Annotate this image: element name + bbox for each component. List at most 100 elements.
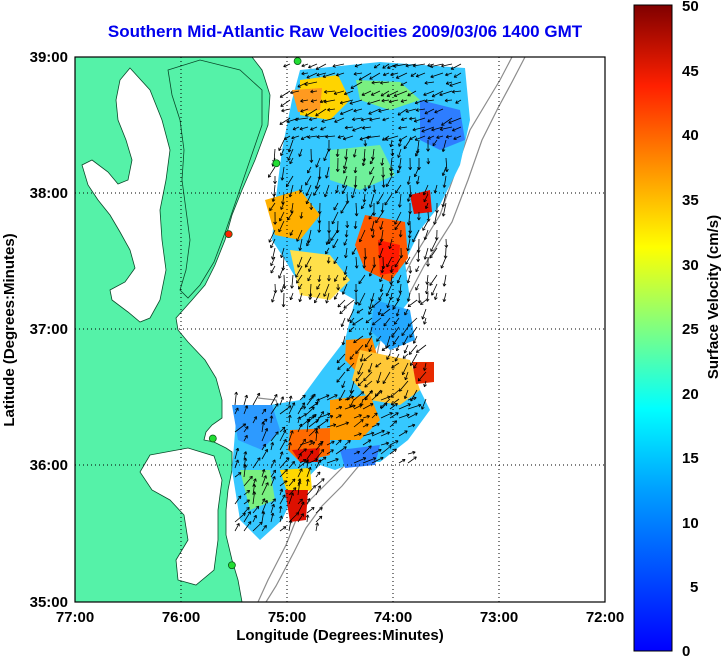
velocity-vector-head [424, 256, 428, 260]
velocity-vector [432, 139, 438, 147]
velocity-vector-head [434, 109, 437, 113]
velocity-vector-head [364, 188, 368, 192]
velocity-vector-head [290, 430, 293, 433]
velocity-vector [261, 498, 266, 505]
velocity-vector-head [407, 323, 410, 327]
velocity-vector [296, 229, 303, 242]
velocity-vector-head [346, 398, 350, 401]
velocity-vector-head [415, 74, 419, 77]
velocity-vector-head [354, 66, 359, 68]
velocity-vector-head [387, 396, 391, 400]
velocity-vector-head [421, 316, 423, 320]
velocity-vector-head [359, 358, 362, 362]
velocity-vector-head [236, 523, 240, 526]
velocity-vector-head [391, 365, 394, 369]
velocity-vector-head [399, 290, 403, 294]
velocity-vector-head [343, 305, 346, 309]
velocity-vector [310, 99, 318, 102]
velocity-vector-head [333, 208, 337, 211]
velocity-vector [351, 247, 357, 255]
velocity-vector [330, 229, 339, 241]
velocity-vector-head [310, 467, 312, 471]
velocity-vector-head [272, 256, 275, 260]
velocity-vector [274, 283, 276, 293]
velocity-vector-head [299, 468, 303, 471]
velocity-vector-head [386, 265, 390, 268]
velocity-vector-head [365, 319, 368, 323]
velocity-vector [343, 157, 348, 169]
velocity-vector-head [404, 396, 408, 400]
colorbar-tick-label: 35 [682, 192, 699, 209]
velocity-vector-head [371, 82, 375, 85]
velocity-vector-head [318, 279, 322, 283]
velocity-vector [426, 274, 429, 285]
velocity-vector [243, 405, 248, 415]
velocity-vector-head [337, 168, 340, 172]
velocity-vector-head [406, 222, 409, 226]
radar-station-marker [272, 159, 281, 168]
velocity-vector [307, 274, 312, 282]
velocity-vector-head [305, 265, 309, 268]
velocity-vector-head [353, 72, 357, 75]
velocity-vector [371, 81, 381, 84]
velocity-vector [261, 482, 269, 496]
velocity-vector [337, 299, 346, 308]
velocity-vector-head [287, 218, 291, 221]
velocity-vector-head [376, 380, 378, 384]
velocity-vector [306, 478, 309, 487]
velocity-vector [407, 412, 418, 419]
velocity-vector [445, 247, 447, 259]
velocity-vector [336, 148, 339, 157]
velocity-vector [308, 265, 312, 272]
velocity-vector [434, 108, 444, 113]
velocity-vector [423, 184, 429, 196]
velocity-vector-head [355, 379, 359, 382]
velocity-vector [252, 505, 260, 514]
velocity-vector-head [289, 405, 292, 409]
velocity-vector [452, 126, 462, 132]
velocity-vector-head [381, 98, 385, 102]
velocity-vector [363, 353, 373, 362]
velocity-vector [307, 229, 312, 244]
velocity-vector-head [402, 355, 405, 359]
velocity-vector-head [372, 235, 375, 239]
velocity-vector-head [296, 239, 300, 242]
velocity-vector-head [348, 328, 351, 332]
velocity-vector [306, 485, 316, 496]
velocity-vector [326, 424, 336, 428]
velocity-vector [252, 416, 257, 424]
velocity-vector-head [356, 265, 359, 269]
velocity-vector-head [273, 290, 276, 294]
velocity-vector [407, 424, 416, 428]
velocity-vector-head [387, 65, 390, 69]
velocity-vector-head [359, 137, 363, 140]
velocity-vector-head [315, 66, 318, 70]
velocity-vector [343, 166, 348, 174]
velocity-vector-head [264, 427, 268, 431]
velocity-vector [301, 63, 309, 67]
velocity-vector-head [281, 515, 283, 519]
colorbar-gradient [633, 4, 673, 652]
velocity-vector-head [450, 66, 453, 70]
velocity-vector-head [338, 405, 342, 408]
velocity-vector-head [298, 247, 301, 251]
velocity-vector-head [322, 74, 326, 78]
velocity-vector-head [307, 135, 311, 138]
velocity-vector [270, 476, 276, 487]
velocity-vector-head [446, 168, 449, 173]
velocity-vector [382, 175, 385, 188]
velocity-vector [402, 362, 409, 375]
velocity-vector [315, 63, 327, 70]
velocity-vector [279, 211, 285, 222]
velocity-vector-head [365, 256, 368, 260]
velocity-vector [325, 247, 330, 255]
velocity-vector [283, 292, 285, 307]
velocity-vector [343, 135, 354, 140]
velocity-vector-head [344, 234, 347, 238]
velocity-vector-head [367, 103, 371, 106]
velocity-vector [342, 335, 346, 346]
velocity-vector-head [274, 498, 276, 502]
velocity-vector [407, 274, 411, 284]
velocity-vector-head [424, 99, 428, 102]
velocity-vector-head [312, 441, 316, 445]
